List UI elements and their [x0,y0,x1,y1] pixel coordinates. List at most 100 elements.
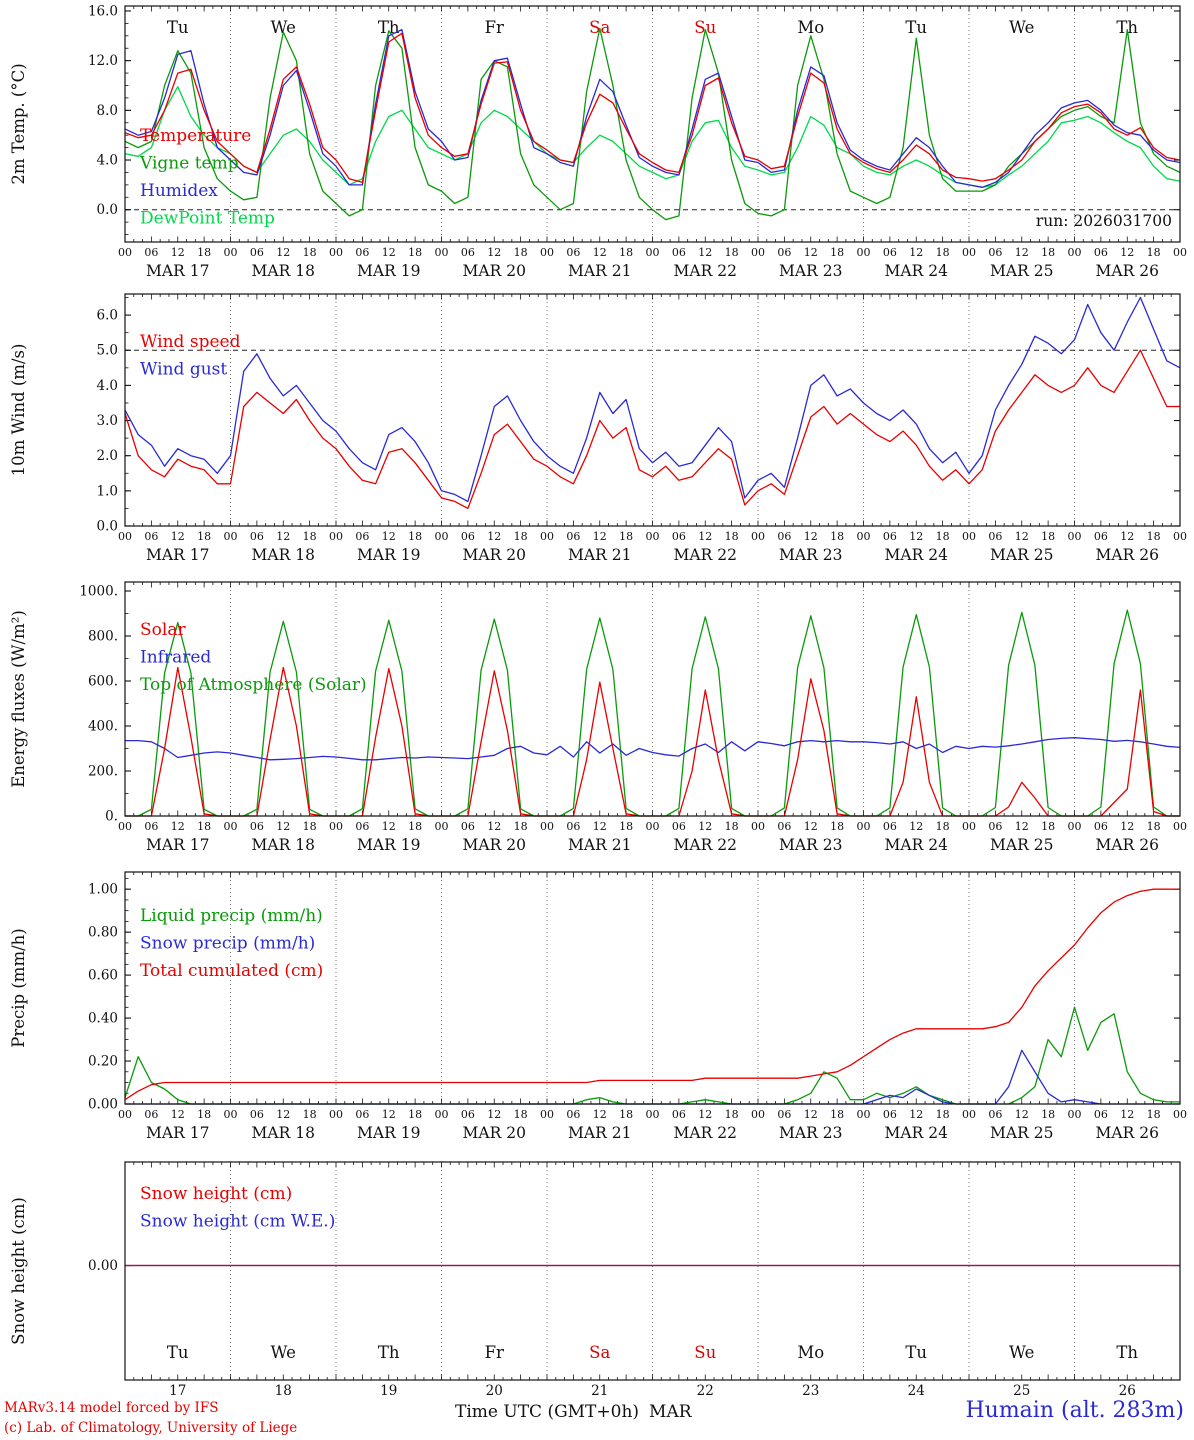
y-tick-label: 2.0 [97,448,118,464]
hour-label: 06 [988,246,1002,259]
hour-label: 18 [303,246,317,259]
hour-label: 00 [751,1108,765,1121]
footer-credits: MARv3.14 model forced by IFS (c) Lab. of… [4,1398,297,1438]
y-tick-label: 16.0 [88,3,118,19]
hour-label: 12 [698,530,712,543]
weekday-label: Tu [167,18,189,37]
hour-label: 06 [1094,530,1108,543]
date-label: MAR 19 [357,836,420,854]
hour-label: 18 [1147,246,1161,259]
weekday-label: Sa [589,18,610,37]
day-number-label: 18 [275,1383,292,1398]
day-number-label: 17 [169,1383,186,1398]
date-label: MAR 26 [1096,546,1159,564]
panel-2m Temp. (°C): 0.0 4.0 8.0 12.0 16.0 00 06 12 18 00 06 12 18 00 06 12 1… [9,3,1187,280]
date-label: MAR 26 [1096,836,1159,854]
weekday-label: Sa [589,1343,610,1362]
meteogram-chart: 0.0 4.0 8.0 12.0 16.0 00 06 12 18 00 06 12 18 00 06 12 1… [9,3,1187,1398]
hour-label: 06 [1094,820,1108,833]
hour-label: 06 [988,1108,1002,1121]
hour-label: 00 [751,820,765,833]
hour-label: 06 [250,246,264,259]
hour-label: 12 [382,820,396,833]
hour-label: 00 [329,530,343,543]
legend-solar: Solar [140,620,186,640]
date-label: MAR 18 [252,836,315,854]
hour-label: 00 [857,246,871,259]
hour-label: 12 [804,1108,818,1121]
date-label: MAR 23 [779,262,842,280]
hour-label: 12 [698,820,712,833]
weekday-label: Mo [797,1343,824,1362]
date-label: MAR 25 [990,836,1053,854]
date-label: MAR 25 [990,546,1053,564]
legend-humidex: Humidex [140,181,218,201]
hour-label: 18 [408,246,422,259]
legend-liquid-precip-mm-h-: Liquid precip (mm/h) [140,906,323,926]
hour-label: 18 [830,1108,844,1121]
hour-label: 12 [382,1108,396,1121]
y-tick-label: 4.0 [97,153,118,169]
panel-Energy fluxes (W/m²): 0. 200. 400. 600. 800. 1000. 00 06 12 18 00 06 12 18 0… [9,581,1187,854]
time-utc-label: Time UTC (GMT+0h) [455,1402,640,1422]
hour-label: 18 [303,820,317,833]
run-label: run: 2026031700 [1036,212,1172,230]
legend-wind-speed: Wind speed [140,332,241,352]
legend-total-cumulated-cm-: Total cumulated (cm) [140,961,323,981]
hour-label: 06 [250,1108,264,1121]
date-label: MAR 26 [1096,1124,1159,1142]
hour-label: 06 [672,530,686,543]
hour-label: 06 [461,530,475,543]
y-axis-title: Snow height (cm) [9,1197,28,1345]
hour-label: 00 [224,1108,238,1121]
hour-label: 00 [1068,1108,1082,1121]
hour-label: 12 [804,820,818,833]
hour-label: 00 [118,820,132,833]
series-total-cumulated [124,888,1180,1101]
hour-label: 06 [777,530,791,543]
hour-label: 12 [1015,1108,1029,1121]
weekday-label: Th [378,18,400,37]
date-label: MAR 22 [674,262,737,280]
hour-label: 00 [751,246,765,259]
day-number-label: 25 [1013,1383,1030,1398]
date-label: MAR 21 [568,1124,631,1142]
y-axis-title: 10m Wind (m/s) [9,344,28,477]
hour-label: 12 [1120,820,1134,833]
hour-label: 18 [1041,246,1055,259]
hour-label: 18 [725,820,739,833]
hour-label: 06 [461,1108,475,1121]
day-number-label: 20 [486,1383,503,1398]
hour-label: 18 [408,530,422,543]
legend-dewpoint-temp: DewPoint Temp [140,209,275,229]
hour-label: 06 [566,820,580,833]
hour-label: 06 [355,530,369,543]
date-label: MAR 20 [463,836,526,854]
day-number-label: 19 [380,1383,397,1398]
panel-10m Wind (m/s): 0.0 1.0 2.0 3.0 4.0 5.0 6.0 00 06 12 18 00 06 12 18 00 0… [9,293,1187,564]
series-wind-gust [124,296,1181,503]
y-tick-label: 6.0 [97,308,118,324]
hour-label: 06 [1094,246,1108,259]
date-label: MAR 26 [1096,262,1159,280]
hour-label: 18 [725,1108,739,1121]
hour-label: 18 [408,820,422,833]
hour-label: 18 [936,530,950,543]
date-label: MAR 18 [252,262,315,280]
hour-label: 12 [487,1108,501,1121]
weekday-label: Tu [167,1343,189,1362]
weekday-label: Tu [905,18,927,37]
hour-label: 06 [461,246,475,259]
weekday-label: Fr [485,1343,504,1362]
series-liquid-precip [124,1006,1180,1105]
day-number-label: 22 [697,1383,714,1398]
series-toa-solar [125,609,1180,817]
hour-label: 06 [672,1108,686,1121]
date-label: MAR 24 [885,262,949,280]
y-tick-label: 0.0 [97,519,118,535]
weekday-label: Th [1116,18,1138,37]
weekday-label: Su [694,18,716,37]
weekday-label: Th [378,1343,400,1362]
panel-border [124,581,1181,817]
hour-label: 06 [988,530,1002,543]
